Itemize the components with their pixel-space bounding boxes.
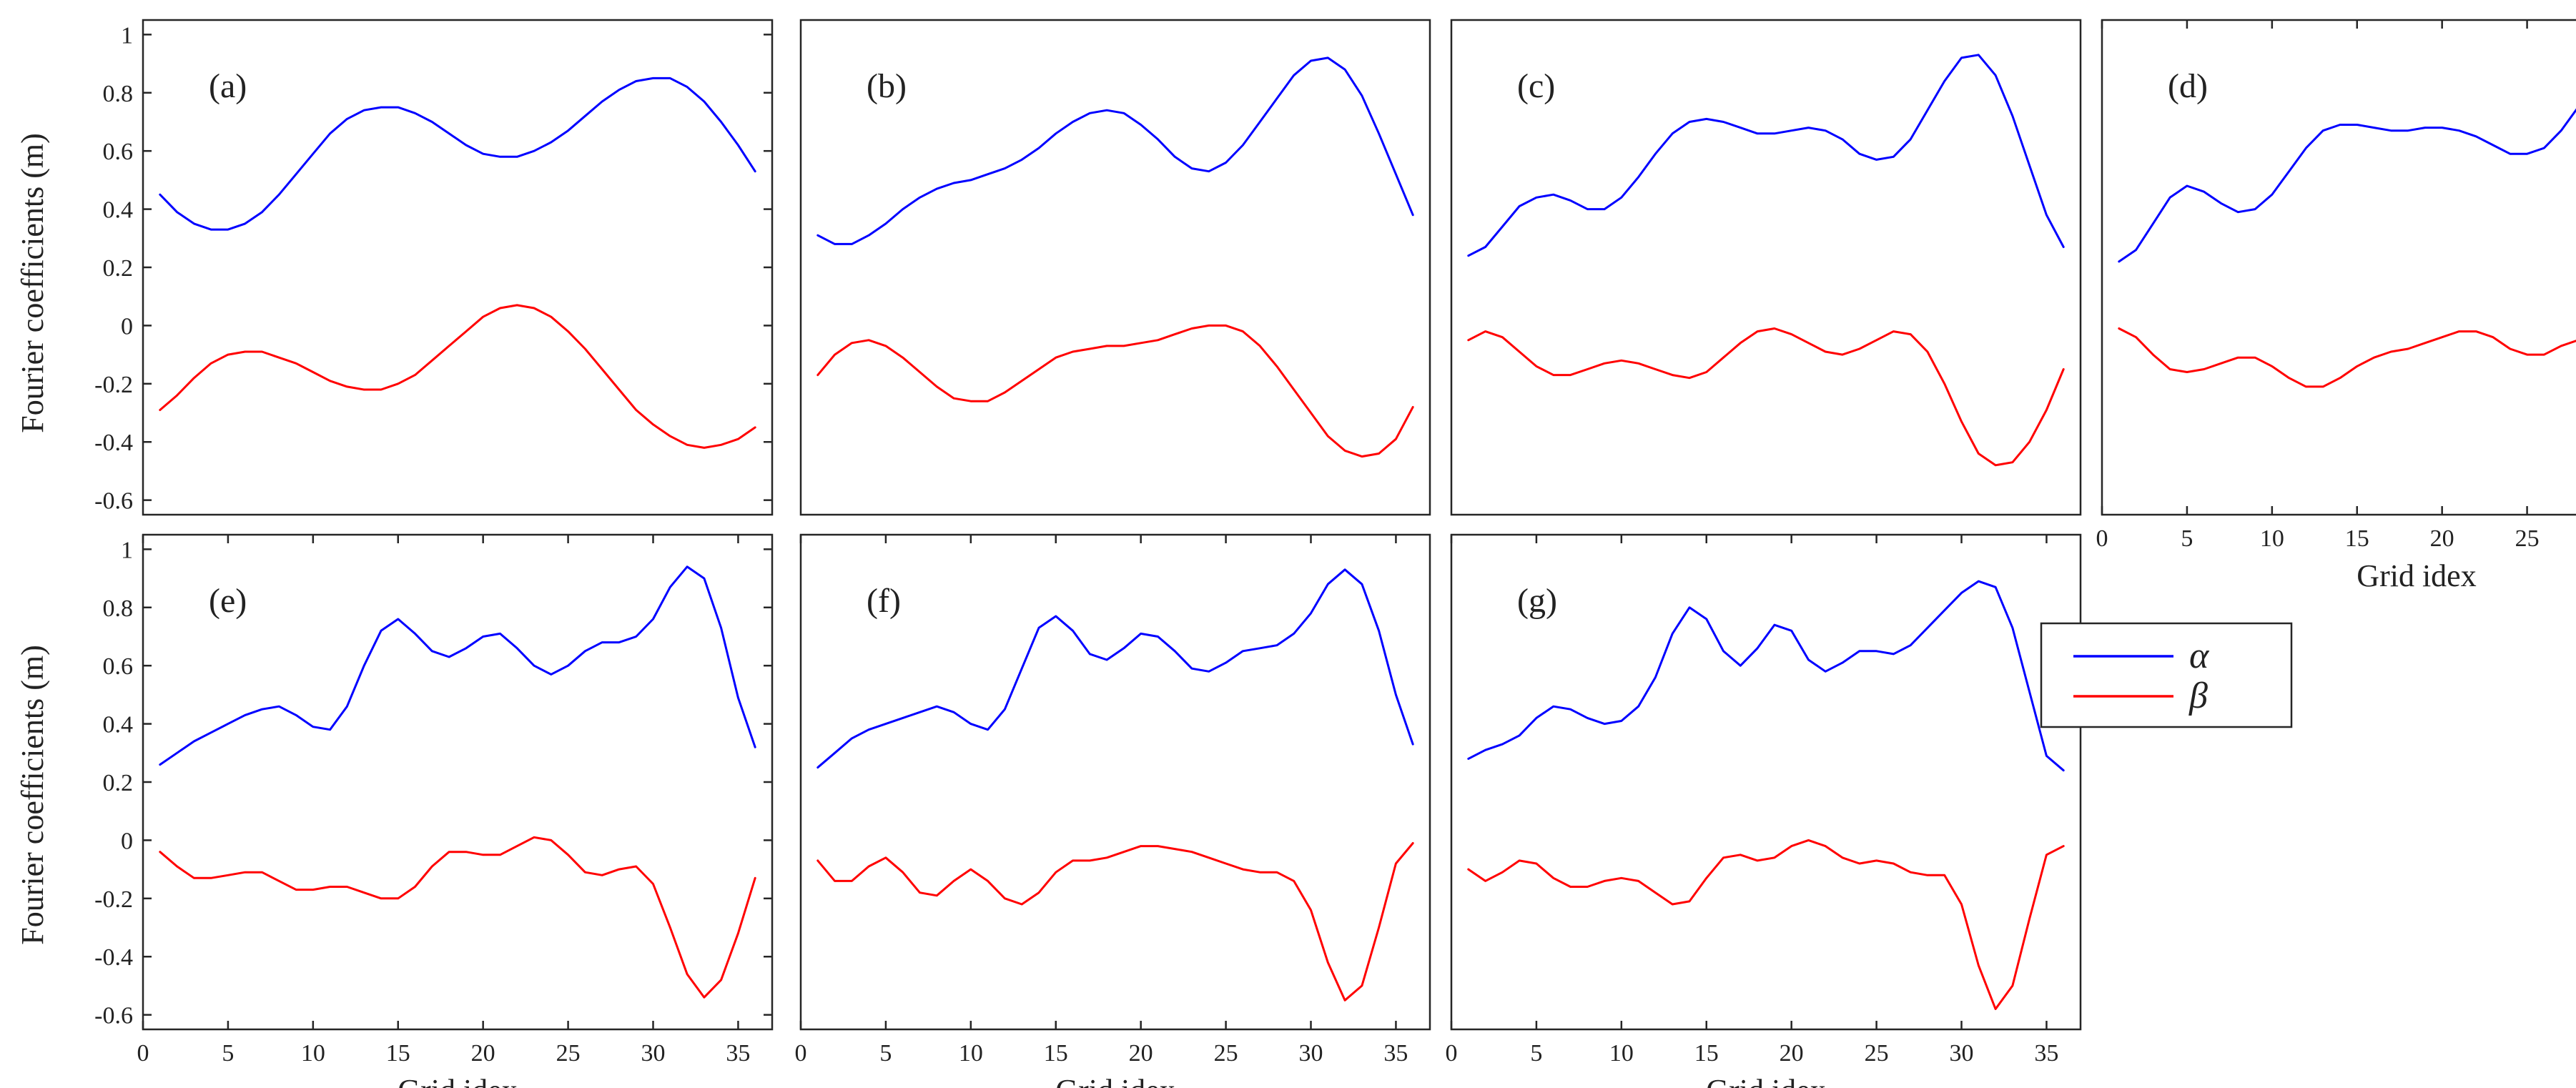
panel-label-b: (b) [867, 67, 907, 105]
legend-label-beta: β [2188, 676, 2208, 716]
x-tick-label-g: 25 [1865, 1040, 1889, 1067]
x-tick-label-e: 35 [726, 1040, 750, 1067]
y-tick-label-a: 1 [121, 22, 133, 49]
x-tick-label-g: 10 [1609, 1040, 1634, 1067]
x-tick-label-d: 10 [2260, 525, 2284, 552]
panel-c: (c) [1450, 19, 2082, 516]
panel-label-c: (c) [1517, 67, 1555, 105]
series-beta-line-d [2118, 327, 2576, 388]
ylabel-bottom-row: Fourier coefficients (m) [15, 645, 50, 944]
ylabel-top-row: Fourier coefficients (m) [15, 133, 50, 432]
x-tick-label-e: 15 [386, 1040, 410, 1067]
legend-label-alpha: α [2189, 636, 2210, 676]
y-tick-label-a: 0.4 [103, 197, 134, 224]
x-tick-label-g: 5 [1530, 1040, 1542, 1067]
x-tick-label-g: 20 [1780, 1040, 1804, 1067]
series-alpha-line-e [159, 565, 756, 766]
plot-frame-f [799, 533, 1431, 1031]
y-tick-label-e: 0.4 [103, 712, 134, 738]
x-tick-label-d: 0 [2096, 525, 2108, 552]
series-beta-line-b [816, 324, 1414, 458]
y-tick-label-a: 0.8 [103, 81, 134, 107]
series-beta-line-e [159, 836, 756, 999]
plot-frame-b [799, 19, 1431, 516]
plot-frame-g [1450, 533, 2082, 1031]
y-tick-label-e: 0 [121, 828, 133, 854]
x-tick-label-d: 15 [2345, 525, 2369, 552]
x-axis-label-g: Grid idex [1706, 1073, 1825, 1088]
x-axis-label-d: Grid idex [2357, 558, 2476, 593]
series-beta-line-f [816, 842, 1414, 1002]
panel-e: -0.6-0.4-0.200.20.40.60.810 5 10 15 20 25 30 35… [94, 533, 774, 1088]
series-beta-line-a [159, 304, 756, 449]
x-tick-label-g: 15 [1694, 1040, 1719, 1067]
x-tick-label-g: 30 [1950, 1040, 1974, 1067]
series-beta-line-g [1467, 839, 2065, 1010]
x-tick-label-d: 20 [2430, 525, 2454, 552]
y-tick-label-a: 0.2 [103, 255, 134, 282]
series-alpha-line-a [159, 76, 756, 231]
panel-b: (b) [799, 19, 1431, 516]
panel-f: 0 5 10 15 20 25 30 35 Grid idex (f) [795, 533, 1431, 1088]
y-tick-label-e: 0.6 [103, 653, 134, 680]
panel-label-e: (e) [209, 582, 247, 620]
x-tick-label-e: 30 [641, 1040, 666, 1067]
plot-frame-d [2101, 19, 2576, 516]
x-axis-label-e: Grid idex [398, 1073, 517, 1088]
x-tick-label-f: 35 [1383, 1040, 1408, 1067]
series-alpha-line-f [816, 568, 1414, 769]
y-tick-label-e: 1 [121, 537, 133, 563]
x-tick-label-e: 5 [222, 1040, 234, 1067]
x-tick-label-f: 30 [1299, 1040, 1323, 1067]
x-tick-label-e: 25 [556, 1040, 581, 1067]
panel-a: -0.6 -0.4 -0.2 0 0.2 0.4 0.6 0.8 1 (a) [94, 19, 774, 516]
y-tick-label-a: -0.4 [94, 430, 133, 456]
x-tick-label-e: 20 [471, 1040, 495, 1067]
series-alpha-line-c [1467, 54, 2065, 257]
x-tick-label-d: 5 [2181, 525, 2193, 552]
panel-label-g: (g) [1517, 582, 1557, 620]
legend: α β [2040, 622, 2293, 728]
panel-label-f: (f) [867, 582, 901, 620]
x-tick-label-f: 0 [795, 1040, 807, 1067]
y-tick-label-e: 0.2 [103, 770, 134, 796]
panel-d: 05101520253035Grid idex(d) [2096, 19, 2576, 593]
panel-label-d: (d) [2168, 67, 2208, 105]
x-tick-label-f: 25 [1214, 1040, 1238, 1067]
x-tick-label-g: 35 [2034, 1040, 2058, 1067]
panel-g: 0 5 10 15 20 25 30 35 Grid idex (g) [1446, 533, 2082, 1088]
legend-box [2040, 622, 2293, 728]
series-alpha-line-d [2118, 108, 2576, 263]
y-tick-label-e: -0.4 [94, 944, 133, 971]
x-tick-label-f: 5 [879, 1040, 892, 1067]
x-tick-label-f: 10 [959, 1040, 983, 1067]
plot-frame-c [1450, 19, 2082, 516]
y-tick-label-a: -0.6 [94, 488, 133, 515]
x-axis-label-f: Grid idex [1055, 1073, 1175, 1088]
x-tick-label-f: 15 [1044, 1040, 1068, 1067]
y-tick-label-e: 0.8 [103, 595, 134, 622]
y-tick-label-a: -0.2 [94, 372, 133, 398]
y-tick-label-e: -0.2 [94, 886, 133, 913]
x-tick-label-d: 25 [2515, 525, 2540, 552]
y-tick-label-a: 0.6 [103, 139, 134, 165]
x-tick-label-e: 10 [301, 1040, 325, 1067]
series-beta-line-c [1467, 327, 2065, 467]
x-tick-label-g: 0 [1446, 1040, 1458, 1067]
y-tick-label-e: -0.6 [94, 1003, 133, 1029]
x-tick-label-f: 20 [1129, 1040, 1153, 1067]
x-tick-label-e: 0 [137, 1040, 149, 1067]
y-tick-label-a: 0 [121, 313, 133, 340]
panel-label-a: (a) [209, 67, 247, 105]
series-alpha-line-b [816, 56, 1414, 245]
series-alpha-line-g [1467, 580, 2065, 772]
